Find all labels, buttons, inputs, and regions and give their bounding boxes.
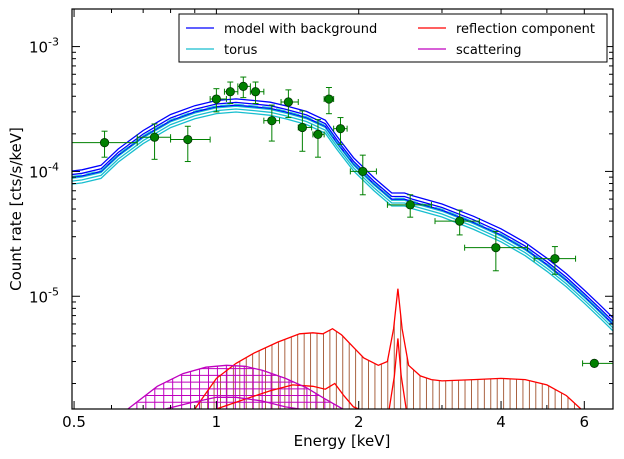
x-tick-label: 4 [496, 413, 506, 431]
data-point [358, 166, 368, 177]
data-points [72, 76, 613, 368]
data-point [238, 81, 248, 91]
y-tick-label: 10-3 [29, 36, 59, 57]
y-axis-label: Count rate [cts/s/keV] [7, 127, 25, 291]
data-point [211, 94, 221, 104]
y-tick-label: 10-5 [29, 285, 59, 306]
data-point [491, 243, 501, 253]
x-tick-label: 0.5 [62, 413, 86, 431]
data-point [324, 94, 334, 104]
y-tick-label: 10-4 [29, 160, 59, 181]
legend-label: scattering [456, 43, 522, 58]
legend-label: model with background [224, 22, 377, 37]
data-point [183, 134, 193, 145]
data-point [149, 132, 160, 142]
reflection-upper-line [194, 288, 582, 409]
data-point [550, 254, 560, 264]
data-point [335, 124, 346, 134]
data-point [99, 138, 110, 148]
data-point [405, 200, 415, 210]
data-point [455, 216, 465, 226]
legend: model with background torus reflection com… [178, 13, 608, 63]
legend-box [178, 13, 608, 63]
x-tick-label: 2 [354, 413, 364, 431]
model-lines [72, 98, 613, 409]
torus-line [72, 111, 613, 332]
x-tick-label: 6 [580, 413, 590, 431]
axis-ticks: 0.5 1 2 4 6 10-5 10-4 10-3 [29, 8, 613, 431]
x-axis-label: Energy [keV] [294, 432, 391, 450]
model-line [72, 98, 613, 319]
data-point [225, 87, 235, 97]
data-point [313, 129, 323, 139]
component-fills [136, 315, 575, 409]
legend-label: torus [224, 43, 258, 58]
torus-line [72, 108, 613, 329]
model-line [72, 101, 613, 322]
legend-label: reflection component [456, 22, 595, 37]
data-point [297, 122, 307, 133]
data-point [283, 97, 293, 107]
data-point [250, 87, 261, 97]
data-point [267, 116, 277, 126]
data-point [589, 358, 599, 368]
x-tick-label: 1 [212, 413, 222, 431]
model-line [72, 104, 613, 325]
scattering-upper-line [127, 364, 344, 409]
scattering-lower-line [165, 396, 300, 409]
reflection-lower-line [216, 382, 359, 409]
reflection-line-lower [388, 338, 407, 409]
torus-dashed-line [72, 103, 613, 324]
